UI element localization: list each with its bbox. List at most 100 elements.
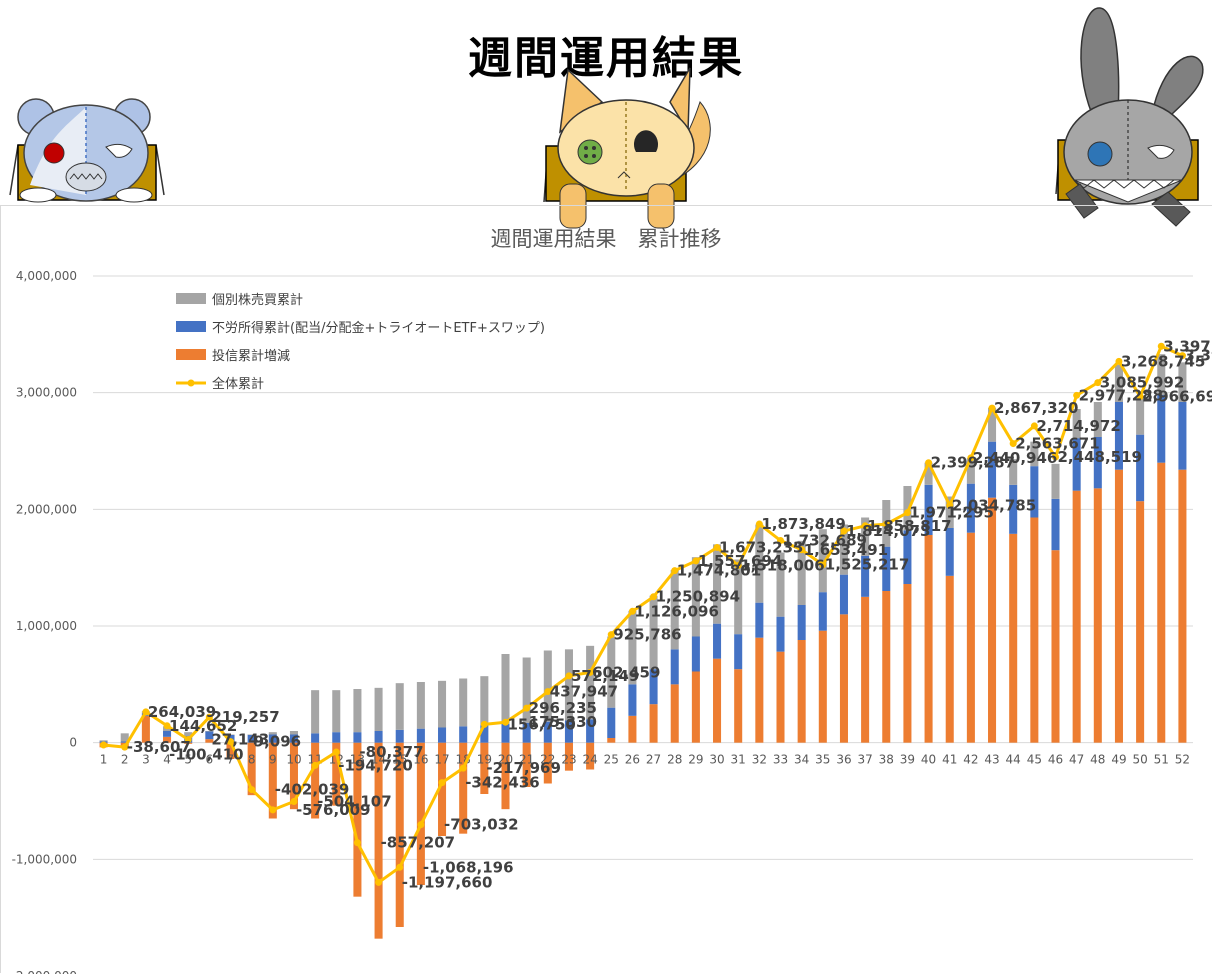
bar-segment: [1157, 462, 1166, 743]
bar-segment: [205, 731, 214, 732]
data-label: -342,436: [465, 774, 540, 792]
total-point: [438, 779, 446, 787]
bar-segment: [924, 462, 933, 485]
bar-segment: [395, 742, 404, 927]
bar-segment: [1114, 469, 1123, 743]
x-tick-label: 35: [815, 753, 830, 767]
bar-segment: [184, 732, 193, 736]
total-point: [205, 713, 213, 721]
x-tick-label: 25: [604, 753, 619, 767]
bar-segment: [586, 719, 595, 743]
total-point: [121, 743, 129, 751]
total-point: [1157, 342, 1165, 350]
bar-segment: [882, 591, 891, 743]
x-tick-label: 13: [350, 753, 365, 767]
data-label: -38,607: [127, 738, 191, 756]
rabbit-mascot-icon: [1055, 7, 1204, 227]
data-label: -703,032: [444, 816, 519, 834]
total-point: [163, 722, 171, 730]
y-tick-label: 2,000,000: [16, 502, 77, 516]
bar-segment: [797, 640, 806, 743]
data-label: 437,947: [550, 683, 618, 701]
x-tick-label: 52: [1175, 753, 1190, 767]
x-tick-label: 22: [540, 753, 555, 767]
x-tick-label: 3: [142, 753, 150, 767]
bar-segment: [670, 684, 679, 743]
data-label: 2,563,671: [1015, 435, 1099, 453]
bar-segment: [480, 725, 489, 743]
x-tick-label: 10: [286, 753, 301, 767]
data-label: 2,440,946: [973, 449, 1057, 467]
data-label: 1,525,217: [825, 556, 909, 574]
data-label: 1,814,073: [846, 522, 930, 540]
x-tick-label: 28: [667, 753, 682, 767]
total-point: [1052, 453, 1059, 461]
data-label: 1,653,491: [804, 541, 888, 559]
bar-segment: [1136, 501, 1145, 743]
bar-segment: [924, 535, 933, 743]
legend-swatch: [176, 293, 206, 304]
data-label: -402,039: [275, 781, 350, 799]
bar-segment: [861, 596, 870, 743]
x-tick-label: 49: [1111, 753, 1126, 767]
bar-segment: [332, 742, 341, 806]
bar-segment: [818, 529, 827, 593]
bar-segment: [1072, 409, 1081, 439]
bar-segment: [586, 742, 595, 770]
y-tick-label: 3,000,000: [16, 386, 77, 400]
data-label: 1,971,295: [909, 504, 993, 522]
x-tick-label: 2: [121, 753, 129, 767]
x-tick-label: 45: [1027, 753, 1042, 767]
bar-segment: [247, 734, 256, 735]
bar-segment: [691, 557, 700, 637]
x-tick-label: 43: [984, 753, 999, 767]
bar-segment: [438, 727, 447, 743]
x-tick-label: 21: [519, 753, 534, 767]
bar-segment: [416, 728, 425, 743]
bar-segment: [1051, 550, 1060, 743]
total-point: [755, 520, 763, 528]
bars: [99, 354, 1187, 939]
data-label: 1,474,801: [677, 562, 761, 580]
x-tick-label: 8: [248, 753, 256, 767]
bar-segment: [797, 540, 806, 605]
total-point: [1073, 391, 1081, 399]
data-label: 9,096: [254, 733, 301, 751]
bar-segment: [332, 732, 341, 743]
bar-segment: [861, 517, 870, 556]
bar-segment: [247, 742, 256, 796]
chart-svg: 週間運用結果 累計推移 -2,000,000 -1,000,000 0 1,000,0…: [12, 227, 1212, 974]
total-point: [1136, 393, 1144, 401]
chart-title: 週間運用結果 累計推移: [491, 227, 722, 251]
bar-segment: [374, 687, 383, 731]
bar-segment: [839, 574, 848, 615]
bar-segment: [945, 575, 954, 743]
data-label: 2,448,519: [1058, 448, 1142, 466]
data-label: 3,268,745: [1121, 352, 1205, 370]
bar-segment: [459, 742, 468, 834]
total-point: [1009, 440, 1017, 448]
bar-segment: [226, 742, 235, 759]
bar-segment: [1093, 402, 1102, 437]
bar-segment: [713, 544, 722, 624]
data-label: 27,143: [211, 731, 269, 749]
bar-segment: [628, 715, 637, 743]
bar-segment: [438, 742, 447, 836]
legend-label: 個別株売買累計: [212, 292, 303, 308]
bar-segment: [776, 616, 785, 652]
x-tick-label: 5: [184, 753, 192, 767]
data-label: 1,518,006: [740, 557, 824, 575]
bar-segment: [1136, 396, 1145, 435]
total-line-path: [103, 344, 1184, 884]
bar-segment: [628, 684, 637, 716]
bar-segment: [755, 524, 764, 603]
total-point: [1030, 422, 1038, 430]
bar-segment: [501, 724, 510, 743]
bar-segment: [628, 610, 637, 685]
data-label: 2,034,785: [952, 496, 1036, 514]
data-label: -576,009: [296, 801, 371, 819]
total-point: [502, 718, 509, 726]
total-point: [544, 688, 552, 696]
x-tick-label: 40: [921, 753, 936, 767]
bar-segment: [734, 634, 743, 670]
